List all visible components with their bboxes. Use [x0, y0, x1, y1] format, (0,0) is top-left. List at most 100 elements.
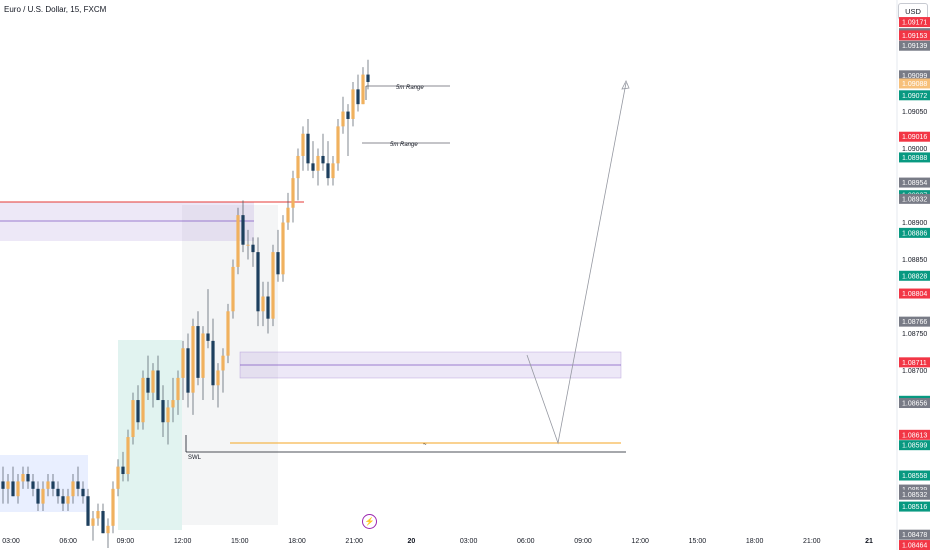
x-tick-label: 06:00 — [59, 538, 77, 545]
candle-body — [256, 252, 260, 312]
price-tag-label: 1.08828 — [902, 273, 927, 280]
candle-body — [91, 518, 95, 526]
candle-body — [141, 377, 145, 423]
price-tag — [899, 30, 930, 41]
price-tag — [899, 227, 930, 238]
candle-body — [121, 466, 125, 475]
price-tag — [899, 177, 930, 188]
x-tick-label: 06:00 — [517, 538, 535, 545]
candle-body — [71, 481, 75, 497]
price-tag — [899, 484, 930, 495]
y-tick-label: 1.08850 — [902, 257, 927, 264]
price-tag-label: 1.08464 — [902, 543, 927, 550]
x-tick-label: 21:00 — [803, 538, 821, 545]
swl-label: SWL — [188, 455, 202, 461]
price-tag-label: 1.08478 — [902, 532, 927, 539]
candle-body — [261, 296, 265, 312]
candle-body — [16, 481, 20, 497]
price-tag-label: 1.08932 — [902, 196, 927, 203]
candle-body — [226, 311, 230, 356]
candle-body — [311, 163, 315, 171]
x-tick-label: 03:00 — [460, 538, 478, 545]
x-tick-label: 18:00 — [746, 538, 764, 545]
price-tag — [899, 90, 930, 101]
candle-body — [211, 340, 215, 386]
price-tag — [899, 429, 930, 440]
candle-body — [221, 355, 225, 371]
price-tag — [899, 540, 930, 550]
candle-body — [361, 74, 365, 105]
candle-body — [36, 488, 40, 504]
candle-body — [356, 89, 360, 105]
currency-button[interactable]: USD — [898, 3, 928, 20]
candle-body — [106, 525, 110, 534]
candle-body — [306, 133, 310, 164]
candle-body — [326, 163, 330, 179]
candle-body — [366, 74, 370, 82]
candle-body — [201, 333, 205, 378]
x-tick-label: 21 — [865, 538, 873, 545]
candle-body — [321, 155, 325, 164]
candle-body — [86, 496, 90, 526]
price-tag — [899, 152, 930, 163]
price-tag-label: 1.09153 — [902, 33, 927, 40]
candle-body — [171, 400, 175, 408]
price-tag-label: 1.09171 — [902, 20, 927, 27]
candle-body — [116, 466, 120, 489]
x-tick-label: 09:00 — [117, 538, 135, 545]
y-tick-label: 1.08750 — [902, 331, 927, 338]
x-tick-label: 12:00 — [174, 538, 192, 545]
x-tick-label: 15:00 — [689, 538, 707, 545]
x-axis: 03:00 06:00 09:00 12:00 15:00 18:00 21:00 20 03:… — [2, 538, 873, 545]
x-tick-label: 21:00 — [345, 538, 363, 545]
candles — [1, 59, 370, 548]
candle-body — [276, 252, 280, 275]
candle-body — [301, 133, 305, 156]
candle-body — [296, 155, 300, 179]
candle-body — [236, 215, 240, 267]
candle-body — [351, 89, 355, 119]
price-tag — [899, 470, 930, 481]
range-label-bottom: 5m Range — [390, 142, 418, 148]
candle-body — [176, 377, 180, 401]
candle-body — [46, 481, 50, 489]
candle-body — [11, 481, 15, 497]
price-tag-label: 1.08516 — [902, 504, 927, 511]
price-tag-label: 1.08804 — [902, 291, 927, 298]
price-tag-label: 1.09016 — [902, 134, 927, 141]
swl-tilde: ~ — [423, 442, 427, 448]
price-tag-label: 1.08886 — [902, 230, 927, 237]
candle-body — [161, 400, 165, 423]
candle-body — [41, 488, 45, 504]
candle-body — [126, 437, 130, 475]
candle-body — [151, 370, 155, 393]
lightning-icon[interactable]: ⚡ — [362, 514, 377, 529]
candle-body — [291, 178, 295, 208]
price-tag-label: 1.08711 — [902, 360, 927, 367]
candle-body — [131, 400, 135, 438]
price-tag-label: 1.08532 — [902, 492, 927, 499]
price-tag — [899, 398, 930, 409]
candle-body — [156, 370, 160, 401]
candle-body — [111, 488, 115, 526]
price-tag-label: 1.08988 — [902, 155, 927, 162]
price-tag — [899, 17, 930, 28]
price-tag-label: 1.08954 — [902, 180, 927, 187]
y-axis: 1.09050 1.09000 1.08900 1.08850 1.08750 1.087… — [902, 109, 927, 375]
candle-body — [66, 496, 70, 504]
price-tag — [899, 501, 930, 512]
candle-body — [316, 155, 320, 171]
candle-body — [186, 348, 190, 393]
x-tick-label: 03:00 — [2, 538, 20, 545]
candle-body — [21, 474, 25, 482]
candle-body — [246, 244, 250, 246]
x-tick-label: 12:00 — [631, 538, 649, 545]
candle-body — [101, 511, 105, 534]
session-box-mid — [118, 340, 182, 530]
candle-body — [6, 481, 10, 489]
candle-body — [281, 222, 285, 275]
candle-body — [336, 126, 340, 164]
candle-body — [81, 488, 85, 497]
x-tick-label: 15:00 — [231, 538, 249, 545]
